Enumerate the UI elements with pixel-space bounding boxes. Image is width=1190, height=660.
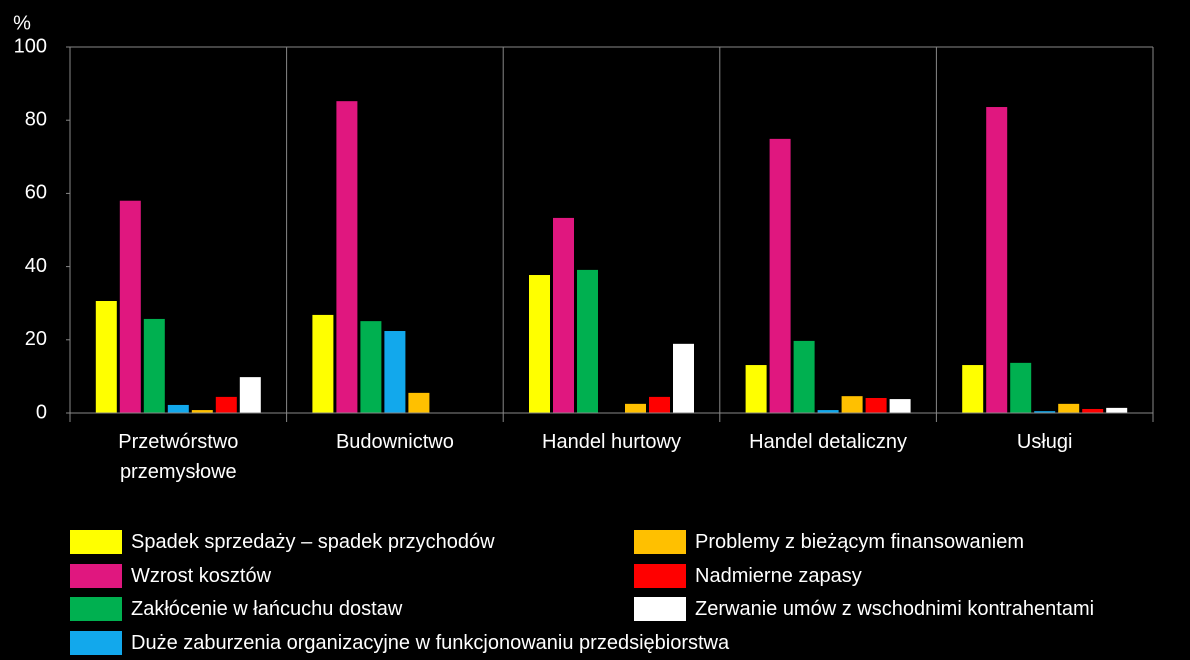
bar xyxy=(95,301,117,413)
bar xyxy=(408,392,430,413)
bar xyxy=(841,396,863,413)
bar xyxy=(986,107,1008,414)
bar xyxy=(649,396,670,413)
bar xyxy=(962,365,984,413)
legend-label: Zerwanie umów z wschodnimi kontrahentami xyxy=(695,598,1095,620)
bar xyxy=(865,397,887,413)
bar xyxy=(817,410,839,413)
bar xyxy=(1058,403,1080,413)
bar xyxy=(673,343,694,413)
y-tick-label: 60 xyxy=(25,182,47,204)
x-tick-label: Budownictwo xyxy=(335,431,454,453)
y-tick-label: 40 xyxy=(25,255,47,277)
legend-swatch xyxy=(70,597,122,621)
bar xyxy=(360,321,382,413)
bar xyxy=(1106,407,1128,413)
legend-swatch xyxy=(634,530,686,554)
x-tick-label: Handel detaliczny xyxy=(749,431,908,453)
bar xyxy=(239,377,261,413)
bar xyxy=(119,200,141,413)
legend-label: Duże zaburzenia organizacyjne w funkcjon… xyxy=(131,632,730,654)
bar xyxy=(793,340,815,413)
bar xyxy=(889,399,911,413)
y-tick-label: 20 xyxy=(25,328,47,350)
legend-swatch xyxy=(70,564,122,588)
bar xyxy=(215,396,237,413)
legend-swatch xyxy=(634,597,686,621)
y-tick-label: 80 xyxy=(25,108,47,130)
legend-swatch xyxy=(70,530,122,554)
bar xyxy=(577,269,598,413)
legend-label: Wzrost kosztów xyxy=(131,565,272,587)
bar xyxy=(553,217,574,413)
x-tick-label: Handel hurtowy xyxy=(542,431,681,453)
legend-label: Zakłócenie w łańcuchu dostaw xyxy=(131,598,403,620)
y-axis-label: % xyxy=(13,12,31,34)
bar xyxy=(167,404,189,413)
bar xyxy=(384,331,406,413)
bar xyxy=(143,318,165,413)
x-tick-label: Usługi xyxy=(1016,431,1073,453)
bar xyxy=(769,138,791,413)
legend-label: Nadmierne zapasy xyxy=(695,565,862,587)
bar xyxy=(1082,408,1104,413)
legend-label: Spadek sprzedaży – spadek przychodów xyxy=(131,531,495,553)
legend-swatch xyxy=(70,631,122,655)
bar xyxy=(625,403,646,413)
legend-swatch xyxy=(634,564,686,588)
y-tick-label: 100 xyxy=(14,35,47,57)
bar xyxy=(191,410,213,413)
legend-label: Problemy z bieżącym finansowaniem xyxy=(695,531,1025,553)
bar xyxy=(1010,362,1032,413)
bar xyxy=(336,101,358,413)
bar xyxy=(529,275,550,413)
x-tick-label: Przetwórstwo przemysłowe xyxy=(118,431,239,483)
bar xyxy=(1034,411,1056,413)
y-tick-label: 0 xyxy=(36,401,47,423)
bar xyxy=(312,314,334,413)
bar xyxy=(745,365,767,413)
